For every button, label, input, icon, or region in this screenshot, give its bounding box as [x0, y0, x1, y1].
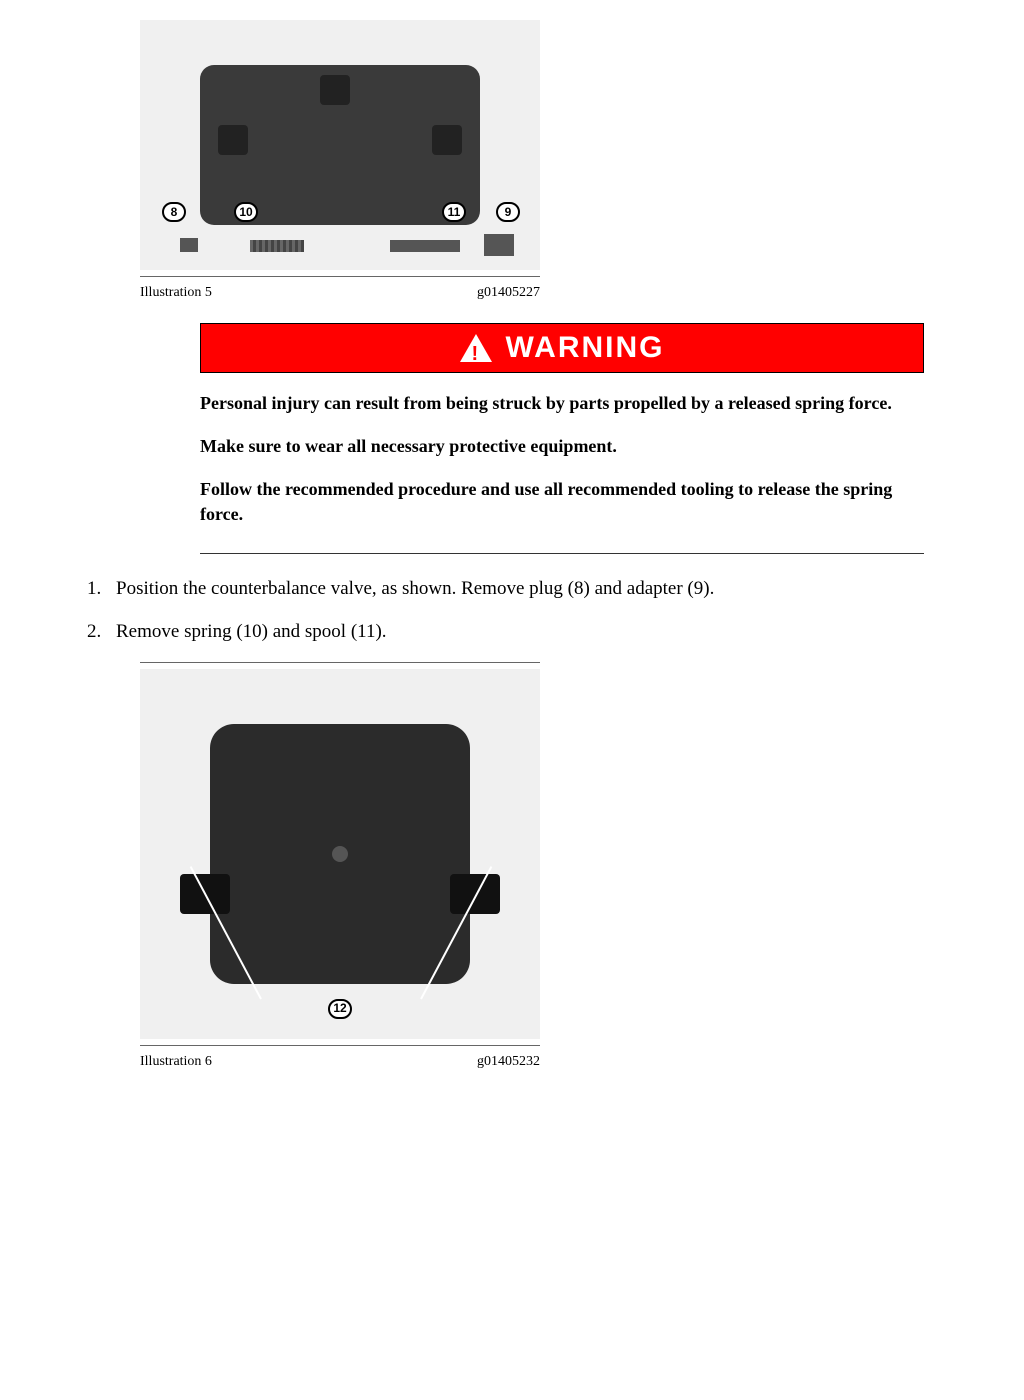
callout-8: 8 — [162, 202, 186, 222]
warning-p1: Personal injury can result from being st… — [200, 391, 924, 416]
illustration-6-code: g01405232 — [477, 1052, 540, 1072]
adapter-part — [484, 234, 514, 256]
spool-part — [390, 240, 460, 252]
warning-p3: Follow the recommended procedure and use… — [200, 477, 924, 527]
illustration-5-figure: 8 10 11 9 Illustration 5 g01405227 — [140, 20, 964, 303]
callout-11: 11 — [442, 202, 466, 222]
valve-body — [200, 65, 480, 225]
warning-p2: Make sure to wear all necessary protecti… — [200, 434, 924, 459]
callout-12: 12 — [328, 999, 352, 1019]
callout-9: 9 — [496, 202, 520, 222]
warning-icon — [460, 334, 492, 362]
warning-banner: WARNING — [200, 323, 924, 373]
procedure-steps: Position the counterbalance valve, as sh… — [60, 576, 964, 645]
callout-10: 10 — [234, 202, 258, 222]
step-2: Remove spring (10) and spool (11). — [106, 619, 964, 646]
illustration-5-image: 8 10 11 9 — [140, 20, 540, 270]
spring-part — [250, 240, 304, 252]
valve-body-6 — [210, 724, 470, 984]
illustration-6-image: 12 — [140, 669, 540, 1039]
illustration-5-label: Illustration 5 — [140, 283, 212, 303]
warning-banner-text: WARNING — [506, 327, 665, 369]
illustration-5-caption: Illustration 5 g01405227 — [140, 283, 540, 303]
illustration-6-figure: 12 Illustration 6 g01405232 — [140, 662, 964, 1072]
step-1: Position the counterbalance valve, as sh… — [106, 576, 964, 603]
illustration-6-label: Illustration 6 — [140, 1052, 212, 1072]
illustration-5-code: g01405227 — [477, 283, 540, 303]
warning-block: WARNING Personal injury can result from … — [200, 323, 924, 528]
illustration-6-caption: Illustration 6 g01405232 — [140, 1052, 540, 1072]
plug-part — [180, 238, 198, 252]
warning-text: Personal injury can result from being st… — [200, 391, 924, 528]
section-divider — [200, 553, 924, 554]
